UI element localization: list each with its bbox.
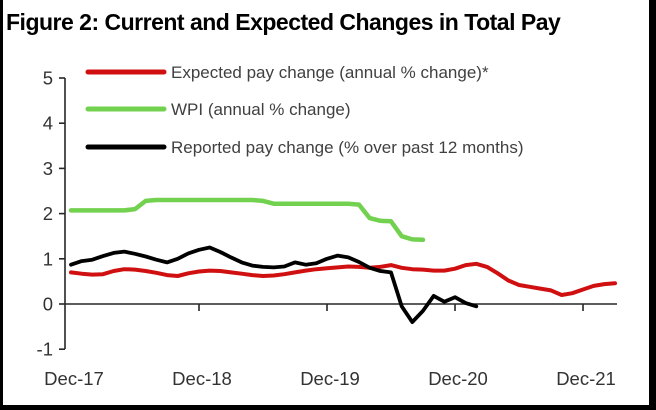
y-tick-label: 2 bbox=[43, 203, 53, 224]
frame-left bbox=[0, 0, 3, 410]
series-line-1 bbox=[69, 261, 617, 297]
y-tick-label: 0 bbox=[43, 294, 53, 315]
series-line-3 bbox=[69, 245, 479, 325]
legend-label-3: Reported pay change (% over past 12 mont… bbox=[171, 138, 523, 157]
plot-area: 5 4 3 2 1 0 -1 Dec-17 Dec-18 Dec-19 Dec-20 Dec-21 Ex… bbox=[37, 63, 617, 389]
y-tick-label: 3 bbox=[43, 158, 53, 179]
y-tick-label: 5 bbox=[43, 68, 53, 89]
x-tick-label: Dec-17 bbox=[44, 368, 104, 389]
series-line-2 bbox=[68, 197, 426, 243]
x-tick-label: Dec-21 bbox=[556, 368, 616, 389]
x-tick-label: Dec-18 bbox=[172, 368, 232, 389]
x-tick-label: Dec-20 bbox=[428, 368, 488, 389]
y-tick-label: 1 bbox=[43, 248, 53, 269]
legend-label-1: Expected pay change (annual % change)* bbox=[171, 63, 489, 82]
frame-right bbox=[649, 0, 656, 410]
y-tick-label: -1 bbox=[37, 339, 53, 360]
x-tick-label: Dec-19 bbox=[300, 368, 360, 389]
y-tick-label: 4 bbox=[43, 113, 53, 134]
legend-label-2: WPI (annual % change) bbox=[171, 100, 351, 119]
chart-title: Figure 2: Current and Expected Changes i… bbox=[6, 9, 561, 35]
frame-bottom bbox=[0, 405, 656, 410]
